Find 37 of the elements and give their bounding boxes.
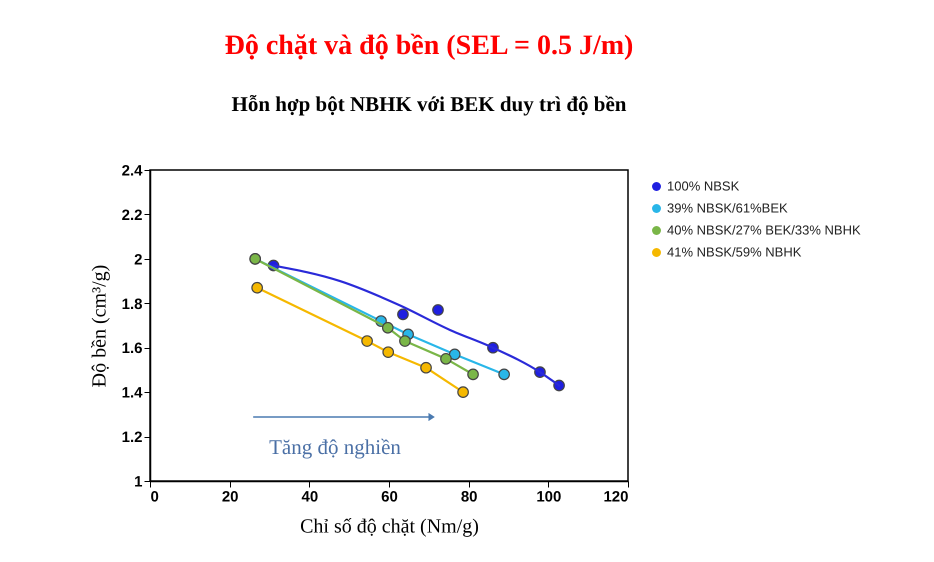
annotation: Tăng độ nghiền <box>269 435 402 459</box>
point <box>251 282 263 294</box>
y-axis-title: Độ bền (cm³/g) <box>88 264 111 388</box>
point <box>432 304 444 316</box>
point <box>397 308 409 320</box>
point <box>448 348 461 360</box>
y-tick-label: 1.2 <box>122 429 142 446</box>
x-tick-label: 20 <box>222 488 239 506</box>
x-tick-label: 100 <box>536 488 562 506</box>
point <box>498 368 510 380</box>
point <box>467 368 479 380</box>
y-tick-label: 1.4 <box>122 384 144 402</box>
x-tick-label: 40 <box>301 488 318 506</box>
legend-label: 39% NBSK/61%BEK <box>667 200 788 216</box>
chart-subtitle: Hỗn hợp bột NBHK với BEK duy trì độ bền <box>232 92 627 116</box>
legend-label: 100% NBSK <box>667 178 740 194</box>
x-tick-label: 120 <box>603 488 628 506</box>
chart-title: Độ chặt và độ bền (SEL = 0.5 J/m) <box>224 30 634 61</box>
legend-label: 40% NBSK/27% BEK/33% NBHK <box>667 222 861 238</box>
point <box>440 352 452 365</box>
point <box>420 362 432 374</box>
point <box>399 335 411 347</box>
y-tick-label: 2 <box>134 251 142 268</box>
legend-label: 41% NBSK/59% NBHK <box>667 244 802 260</box>
x-tick-label: 60 <box>381 488 398 506</box>
y-tick-label: 1 <box>134 474 142 490</box>
point <box>457 386 469 398</box>
y-tick-label: 2.4 <box>122 162 144 180</box>
x-tick-label: 0 <box>150 488 159 506</box>
point <box>382 322 394 334</box>
point <box>361 335 373 347</box>
x-tick-label: 80 <box>460 488 478 506</box>
y-tick-label: 1.6 <box>122 340 142 358</box>
x-axis-title: Chỉ số độ chặt (Nm/g) <box>300 516 479 538</box>
point <box>382 346 394 358</box>
y-tick-label: 2.2 <box>122 206 142 224</box>
y-tick-label: 1.8 <box>122 296 142 313</box>
